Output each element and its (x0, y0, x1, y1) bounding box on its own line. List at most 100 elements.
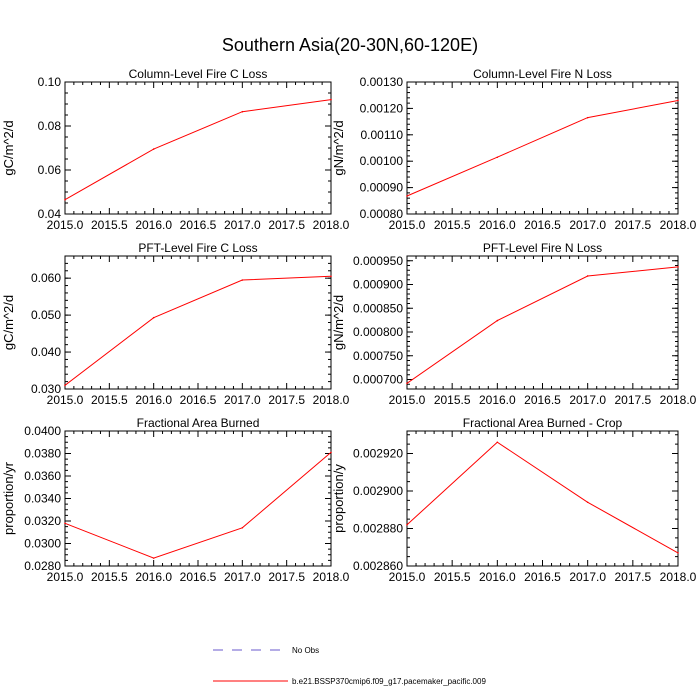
plot-frame (64, 430, 332, 567)
x-tick-label: 2015.0 (47, 570, 84, 584)
y-tick-label: 0.060 (31, 271, 61, 285)
x-tick-label: 2016.5 (524, 393, 561, 407)
panel-3: PFT-Level Fire C Loss 2015.0 2015.5 2016.0 2… (1, 241, 350, 407)
x-tick-label: 2015.5 (91, 570, 128, 584)
series-line (64, 99, 332, 201)
x-tick-label: 2016.0 (479, 218, 516, 232)
y-tick-label: 0.00110 (361, 128, 404, 142)
y-tick-label: 0.002920 (353, 447, 403, 461)
x-tick-label: 2016.0 (479, 570, 516, 584)
data-point (586, 116, 589, 119)
x-tick-label: 2017.5 (268, 570, 305, 584)
y-tick-label: 0.040 (31, 345, 61, 359)
data-point (152, 557, 155, 559)
legend-label-series: b.e21.BSSP370cmip6.f09_g17.pacemaker_pac… (292, 677, 486, 686)
y-tick-label: 0.030 (31, 382, 61, 396)
x-tick-label: 2016.0 (135, 393, 172, 407)
y-axis-label: proportion/y (331, 464, 346, 533)
data-point (330, 98, 332, 101)
x-tick-label: 2016.0 (135, 218, 172, 232)
x-tick-label: 2016.5 (524, 570, 561, 584)
series-line (64, 452, 332, 559)
y-tick-label: 0.10 (38, 75, 62, 89)
data-point (330, 275, 332, 278)
y-tick-label: 0.00100 (360, 154, 404, 168)
data-point (406, 382, 408, 385)
plot-frame (64, 255, 332, 390)
data-point (152, 148, 155, 150)
panel-title: PFT-Level Fire N Loss (483, 241, 602, 255)
series-line (406, 441, 679, 554)
data-point (677, 552, 679, 554)
data-point (496, 156, 499, 159)
data-point (586, 501, 589, 504)
x-tick-label: 2017.5 (268, 393, 305, 407)
y-tick-label: 0.0340 (24, 492, 61, 506)
x-tick-label: 2015.5 (91, 393, 128, 407)
data-point (496, 319, 499, 322)
x-tick-label: 2018.0 (313, 570, 350, 584)
x-tick-label: 2015.0 (47, 393, 84, 407)
x-tick-label: 2017.5 (614, 393, 651, 407)
x-tick-label: 2017.5 (614, 570, 651, 584)
series-line (406, 266, 679, 384)
panel-title: Column-Level Fire C Loss (129, 67, 268, 81)
panel-title: Fractional Area Burned (137, 416, 260, 430)
panel-5: Fractional Area Burned 2015.0 2015.5 2016.0… (1, 416, 350, 584)
panel-title: Column-Level Fire N Loss (473, 67, 612, 81)
data-point (677, 266, 679, 268)
x-tick-label: 2016.5 (180, 218, 217, 232)
y-tick-label: 0.002880 (353, 522, 403, 536)
x-tick-label: 2017.0 (224, 218, 261, 232)
y-tick-label: 0.0380 (24, 447, 61, 461)
x-tick-label: 2016.5 (180, 393, 217, 407)
y-axis-label: gN/m^2/d (331, 120, 346, 175)
y-tick-label: 0.0400 (24, 424, 61, 438)
data-point (406, 195, 408, 197)
y-tick-label: 0.0300 (24, 537, 61, 551)
x-tick-label: 2018.0 (660, 570, 697, 584)
x-tick-label: 2016.0 (479, 393, 516, 407)
plot-frame (406, 430, 679, 567)
y-tick-label: 0.06 (38, 163, 62, 177)
x-tick-label: 2017.5 (268, 218, 305, 232)
panel-1: Column-Level Fire C Loss 2015.0 2015.5 2016… (1, 67, 350, 232)
x-tick-label: 2017.0 (224, 570, 261, 584)
plot-frame (64, 81, 332, 215)
y-tick-label: 0.08 (38, 119, 62, 133)
y-tick-label: 0.050 (31, 308, 61, 322)
y-axis-label: gC/m^2/d (1, 120, 16, 175)
x-tick-label: 2018.0 (660, 218, 697, 232)
data-point (64, 198, 66, 201)
y-tick-label: 0.04 (38, 207, 62, 221)
panel-6: Fractional Area Burned - Crop 2015.0 2015.… (331, 416, 697, 584)
y-tick-label: 0.002860 (353, 559, 403, 573)
x-tick-label: 2016.5 (180, 570, 217, 584)
panel-2: Column-Level Fire N Loss 2015.0 2015.5 2016… (331, 67, 697, 232)
legend-label-obs: No Obs (292, 646, 319, 655)
plot-frame (406, 81, 679, 215)
y-tick-label: 0.000700 (353, 373, 403, 387)
x-tick-label: 2018.0 (313, 393, 350, 407)
y-tick-label: 0.00120 (360, 101, 404, 115)
y-tick-label: 0.002900 (353, 484, 403, 498)
data-point (677, 99, 679, 102)
y-tick-label: 0.00130 (360, 75, 404, 89)
panels: Column-Level Fire C Loss 2015.0 2015.5 2016… (1, 67, 697, 584)
panel-4: PFT-Level Fire N Loss 2015.0 2015.5 2016.0 2… (331, 241, 697, 407)
y-tick-label: 0.0280 (24, 559, 61, 573)
data-point (64, 384, 66, 387)
x-tick-label: 2015.0 (389, 393, 426, 407)
data-point (241, 279, 244, 281)
y-axis-label: gC/m^2/d (1, 295, 16, 350)
x-tick-label: 2015.0 (47, 218, 84, 232)
y-tick-label: 0.000850 (353, 301, 403, 315)
x-tick-label: 2018.0 (660, 393, 697, 407)
data-point (241, 110, 244, 113)
x-tick-label: 2015.5 (434, 570, 471, 584)
y-tick-label: 0.000900 (353, 278, 403, 292)
data-point (496, 441, 499, 444)
x-tick-label: 2015.5 (91, 218, 128, 232)
y-axis-label: proportion/yr (1, 461, 16, 535)
